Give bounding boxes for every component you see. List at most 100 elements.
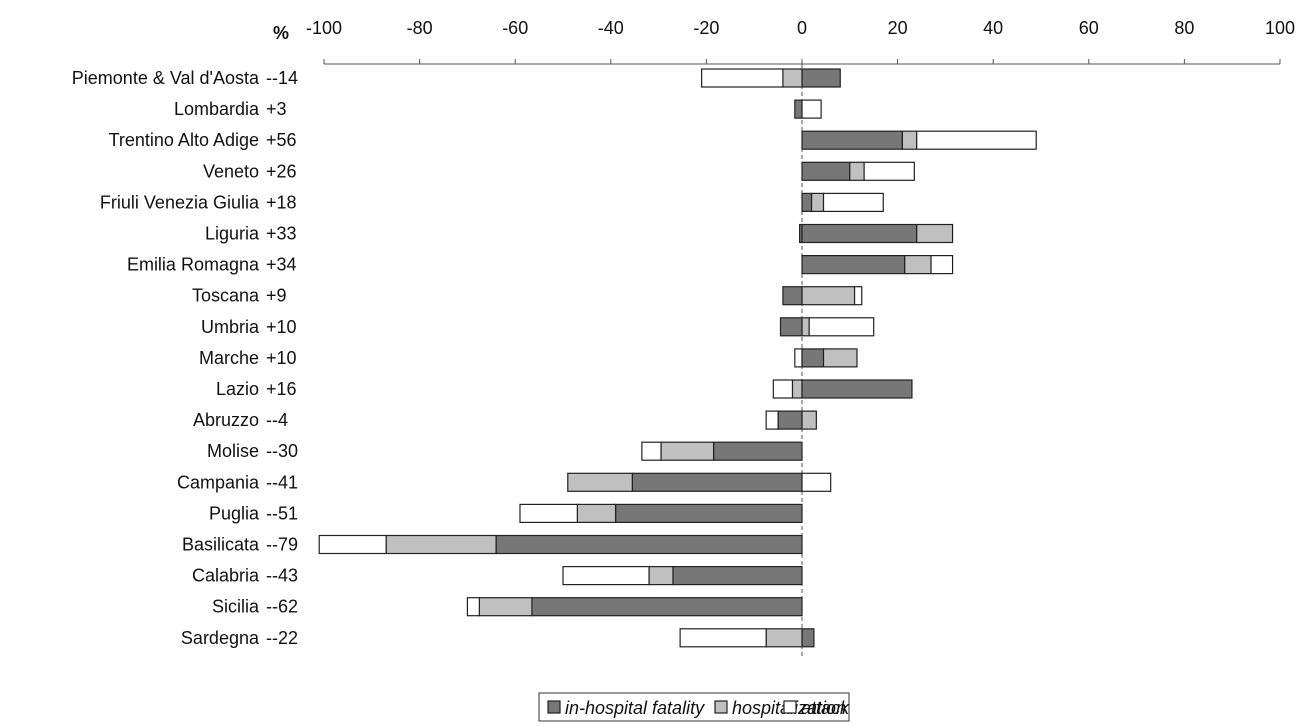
x-tick-label: 20 xyxy=(888,18,908,38)
x-tick-label: -20 xyxy=(693,18,719,38)
bar-segment-in-hospital-fatality xyxy=(777,410,803,430)
bar-segment-in-hospital-fatality xyxy=(801,161,851,181)
bar-segment-attack xyxy=(853,286,863,306)
bar-segment-attack xyxy=(801,472,832,492)
bar-segment-attack xyxy=(822,192,884,212)
category-label: Piemonte & Val d'Aosta xyxy=(72,68,260,88)
bar-segment-hospitalization xyxy=(801,317,810,337)
bar-segment-hospitalization xyxy=(782,68,803,88)
category-label: Liguria xyxy=(205,224,260,244)
bar-segment-attack xyxy=(562,565,650,586)
x-tick-label: 80 xyxy=(1174,18,1194,38)
bar-segment-attack xyxy=(772,379,794,399)
legend-box xyxy=(538,692,850,722)
category-total-label: +10 xyxy=(266,317,297,337)
category-label: Toscana xyxy=(192,286,260,306)
category-label: Abruzzo xyxy=(193,410,259,430)
legend-label-in-hospital-fatality: in-hospital fatality xyxy=(565,698,705,718)
bar-segment-hospitalization xyxy=(576,503,617,523)
category-total-label: +26 xyxy=(266,161,297,181)
bar-segment-in-hospital-fatality xyxy=(794,99,803,119)
bar-segment-attack xyxy=(930,255,954,275)
category-total-label: --4 xyxy=(266,410,288,430)
bar-segment-hospitalization xyxy=(822,348,858,368)
bar-segment-attack xyxy=(794,348,803,368)
x-tick-label: 60 xyxy=(1079,18,1099,38)
bar-segment-attack xyxy=(701,68,784,88)
bar-segment-in-hospital-fatality xyxy=(801,255,906,275)
category-label: Marche xyxy=(199,348,259,368)
category-total-label: +16 xyxy=(266,379,297,399)
category-total-label: --79 xyxy=(266,535,298,555)
category-total-label: +9 xyxy=(266,286,287,306)
category-label: Calabria xyxy=(192,566,260,586)
bar-segment-in-hospital-fatality xyxy=(779,317,803,337)
bar-segment-in-hospital-fatality xyxy=(614,503,803,523)
bar-segment-hospitalization xyxy=(791,379,803,399)
bars xyxy=(318,68,1037,648)
bar-segment-in-hospital-fatality xyxy=(801,628,815,648)
bar-segment-hospitalization xyxy=(901,130,918,150)
category-total-label: --62 xyxy=(266,597,298,617)
bar-segment-hospitalization xyxy=(478,597,533,617)
category-total-label: --22 xyxy=(266,628,298,648)
bar-segment-attack xyxy=(765,410,779,430)
bar-segment-in-hospital-fatality xyxy=(801,68,841,88)
bar-segment-in-hospital-fatality xyxy=(631,472,803,492)
bar-segment-hospitalization xyxy=(648,565,674,586)
bar-segment-in-hospital-fatality xyxy=(782,286,803,306)
bar-segment-in-hospital-fatality xyxy=(672,565,803,586)
category-label: Sardegna xyxy=(181,628,260,648)
bar-segment-hospitalization xyxy=(385,534,497,555)
bar-segment-attack xyxy=(466,597,480,617)
x-tick-label: -100 xyxy=(306,18,342,38)
category-label: Puglia xyxy=(209,503,260,523)
x-tick-label: 0 xyxy=(797,18,807,38)
category-total-label: --30 xyxy=(266,441,298,461)
category-labels: Piemonte & Val d'Aosta --14 Lombardia +3 Tre… xyxy=(72,68,298,648)
bar-segment-attack xyxy=(863,161,915,181)
bar-segment-attack xyxy=(808,317,875,337)
bar-segment-in-hospital-fatality xyxy=(801,379,913,399)
x-tick-label: -60 xyxy=(502,18,528,38)
legend-swatch-attack xyxy=(783,700,797,714)
x-tick-label: 40 xyxy=(983,18,1003,38)
bar-segment-hospitalization xyxy=(916,223,954,244)
legend-swatch-hospitalization xyxy=(714,700,728,714)
category-label: Basilicata xyxy=(182,535,260,555)
category-total-label: --41 xyxy=(266,472,298,492)
category-label: Sicilia xyxy=(212,597,260,617)
bar-segment-attack xyxy=(916,130,1037,150)
bar-segment-attack xyxy=(801,99,822,119)
category-label: Lazio xyxy=(216,379,259,399)
category-total-label: +34 xyxy=(266,255,297,275)
category-label: Lombardia xyxy=(174,99,260,119)
x-tick-label: 100 xyxy=(1265,18,1295,38)
bar-segment-hospitalization xyxy=(660,441,715,461)
category-label: Campania xyxy=(177,472,260,492)
category-label: Molise xyxy=(207,441,259,461)
bar-segment-hospitalization xyxy=(801,286,856,306)
bar-segment-hospitalization xyxy=(765,628,803,648)
x-axis: -100 -80 -60 -40 -20 0 20 40 60 80 100% xyxy=(273,18,1295,658)
category-label: Friuli Venezia Giulia xyxy=(100,192,260,212)
category-label: Umbria xyxy=(201,317,260,337)
bar-segment-attack xyxy=(519,503,578,523)
bar-segment-in-hospital-fatality xyxy=(801,223,918,244)
bar-segment-hospitalization xyxy=(904,255,932,275)
category-total-label: --51 xyxy=(266,503,298,523)
bar-segment-in-hospital-fatality xyxy=(495,534,803,555)
bar-segment-attack xyxy=(641,441,662,461)
category-total-label: +10 xyxy=(266,348,297,368)
bar-segment-in-hospital-fatality xyxy=(801,192,813,212)
legend-swatch-in-hospital-fatality xyxy=(547,700,561,714)
category-total-label: --43 xyxy=(266,566,298,586)
bar-segment-hospitalization xyxy=(849,161,865,181)
x-tick-label: -80 xyxy=(407,18,433,38)
category-total-label: +3 xyxy=(266,99,287,119)
category-label: Emilia Romagna xyxy=(127,255,260,275)
axis-unit-label: % xyxy=(273,23,289,43)
bar-segment-attack xyxy=(679,628,767,648)
category-total-label: +56 xyxy=(266,130,297,150)
category-total-label: --14 xyxy=(266,68,298,88)
